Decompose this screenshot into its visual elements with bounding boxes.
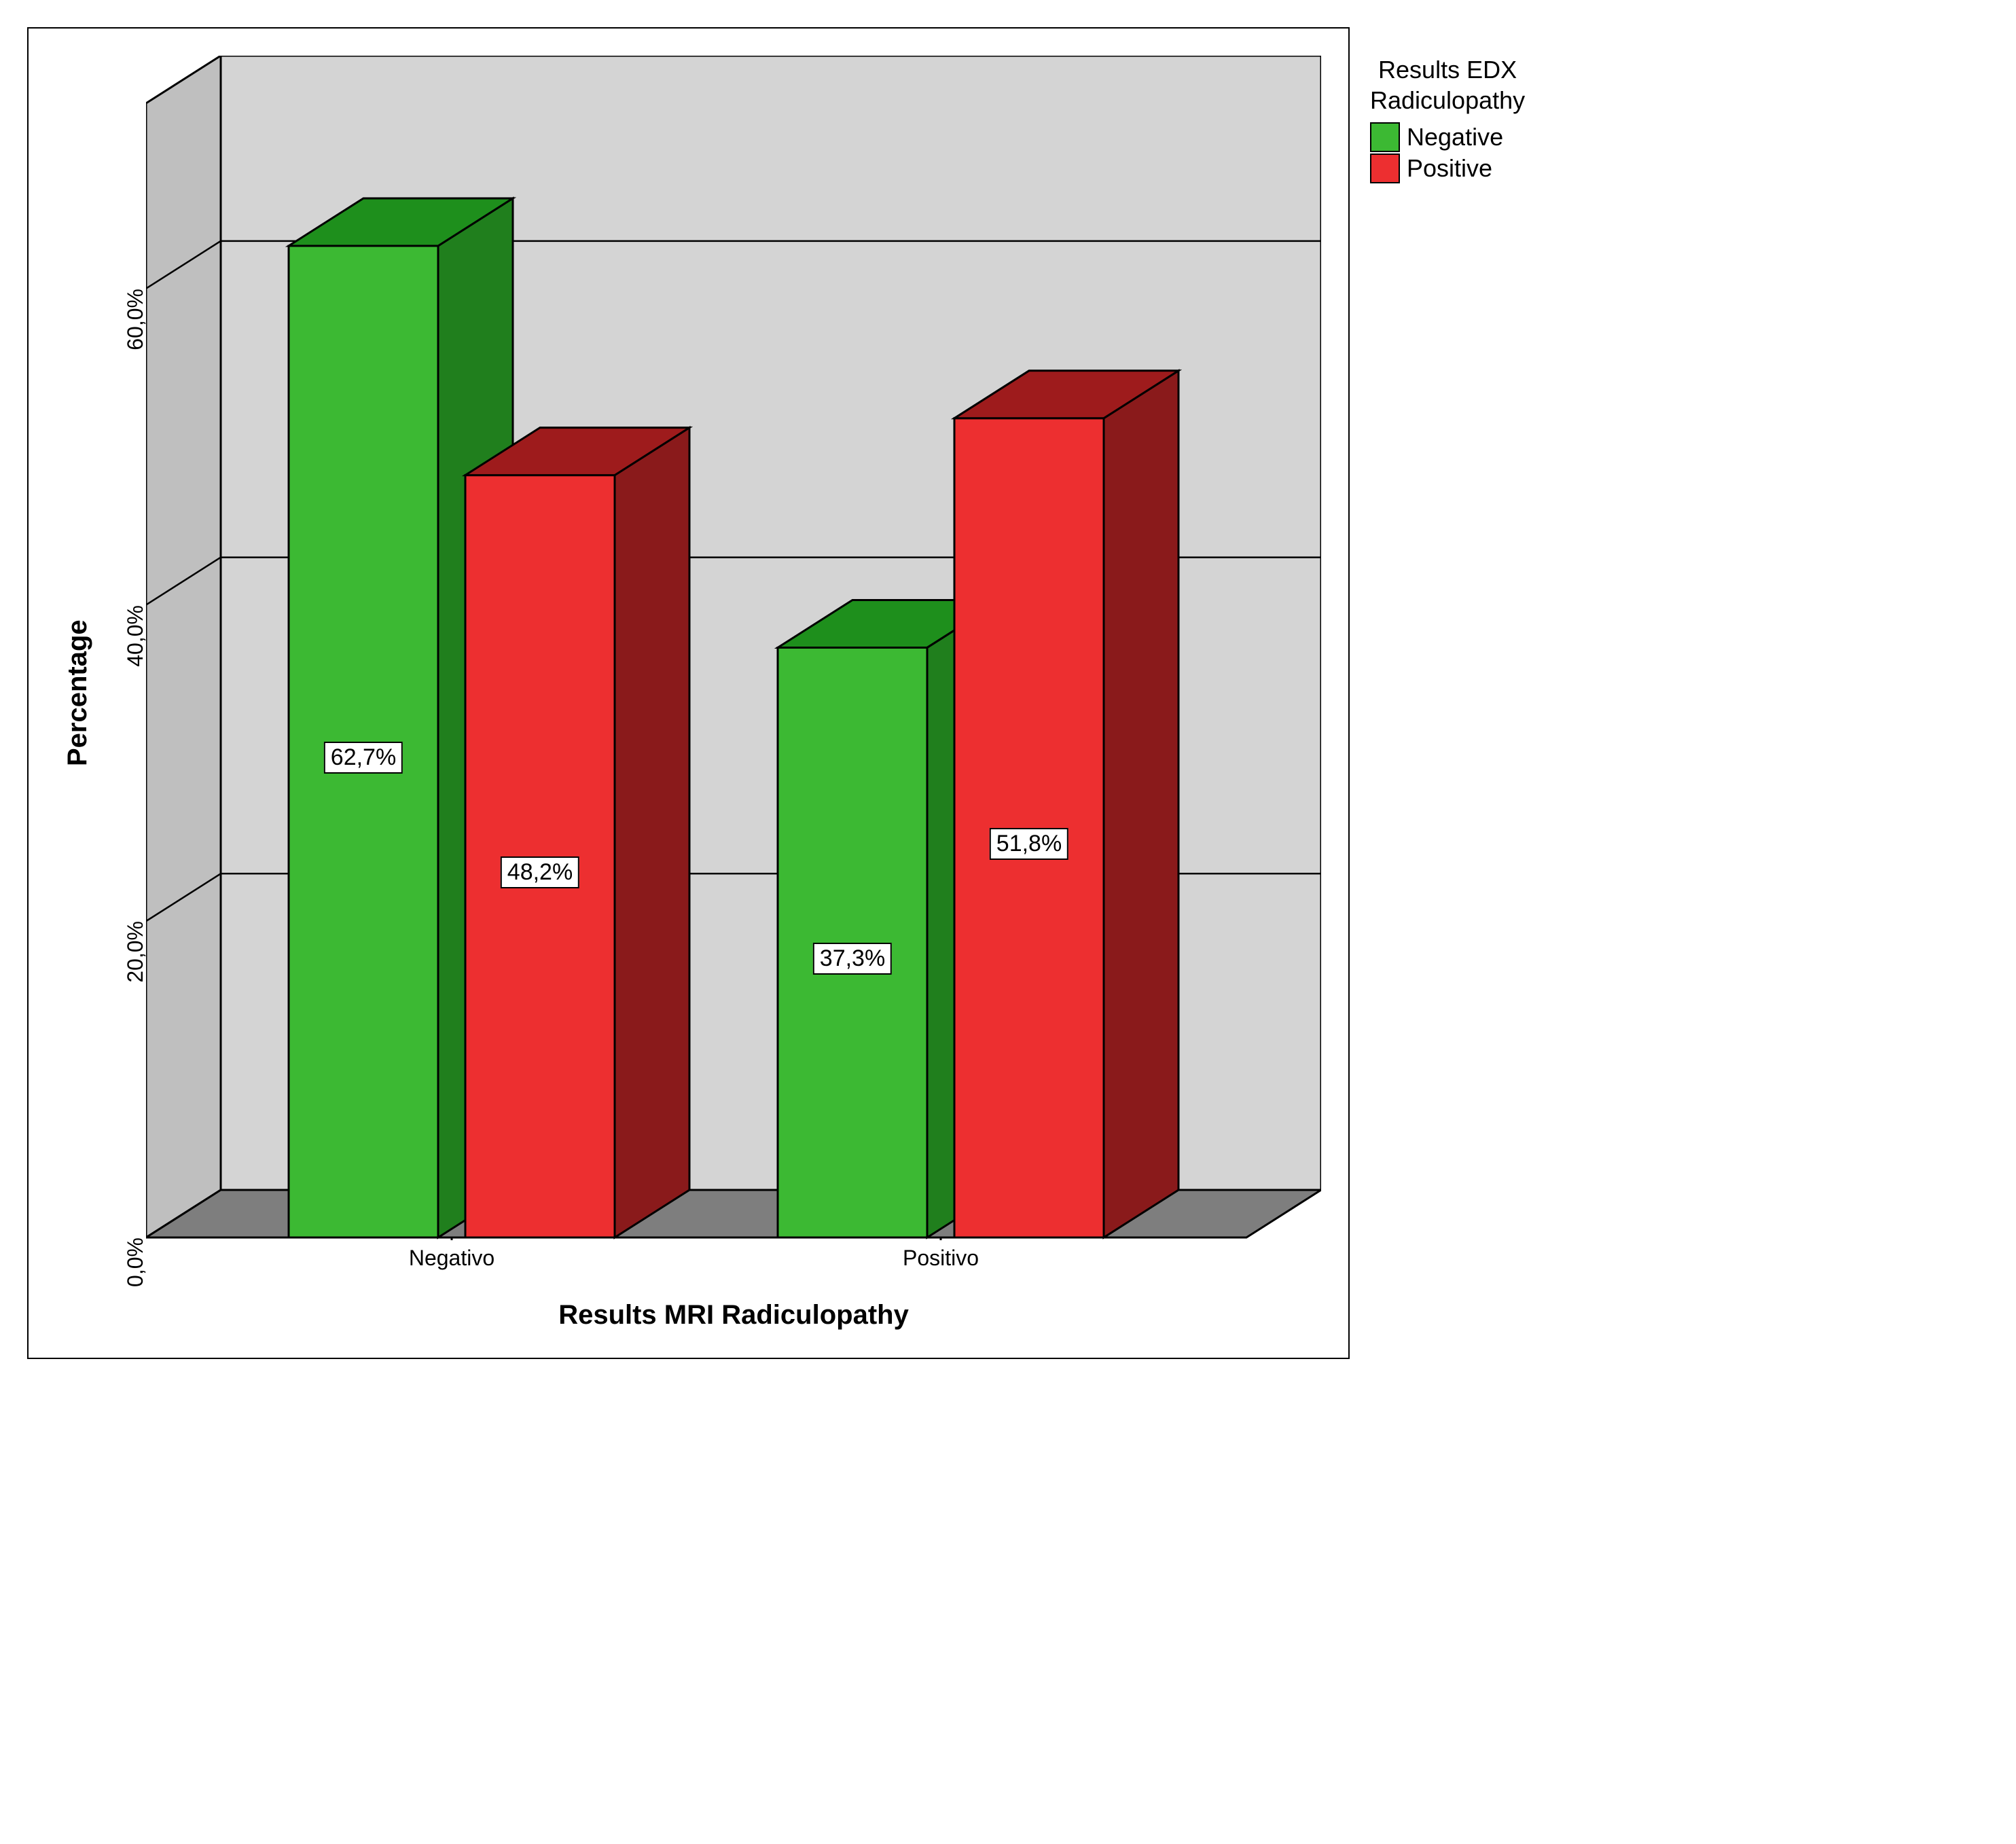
bar-value-label: 51,8% [990, 828, 1068, 860]
legend: Results EDXRadiculopathy Negative Positiv… [1370, 27, 1525, 183]
legend-items: Negative Positive [1370, 122, 1525, 183]
y-axis-title: Percentage [56, 56, 93, 1331]
figure: Percentage 0,0% 20,0% 40,0% 60,0% 62,7% 48,2… [27, 27, 1989, 1359]
chart-frame: Percentage 0,0% 20,0% 40,0% 60,0% 62,7% 48,2… [27, 27, 1350, 1359]
legend-label: Positive [1407, 154, 1492, 183]
legend-title: Results EDXRadiculopathy [1370, 54, 1525, 115]
y-tick-label: 60,0% [124, 289, 146, 350]
x-axis-ticks: Negativo Positivo [146, 1237, 1321, 1280]
bar-value-label: 37,3% [813, 943, 892, 975]
plot-svg [146, 56, 1321, 1240]
plot-area: 62,7% 48,2% 37,3% 51,8% [146, 56, 1321, 1237]
legend-item: Positive [1370, 153, 1525, 183]
x-tick-label: Positivo [903, 1246, 979, 1271]
chart-body: Percentage 0,0% 20,0% 40,0% 60,0% 62,7% 48,2… [56, 56, 1321, 1331]
legend-item: Negative [1370, 122, 1525, 152]
bar-value-label: 62,7% [324, 742, 403, 774]
plot-wrap: 62,7% 48,2% 37,3% 51,8% Negativo Positivo Re… [146, 56, 1321, 1331]
x-axis-title: Results MRI Radiculopathy [146, 1280, 1321, 1331]
y-tick-label: 20,0% [124, 921, 146, 983]
x-tick-label: Negativo [409, 1246, 494, 1271]
legend-swatch [1370, 153, 1400, 183]
y-tick-label: 40,0% [124, 605, 146, 667]
legend-label: Negative [1407, 123, 1503, 151]
y-axis-ticks: 0,0%20,0%40,0%60,0% [93, 56, 146, 1237]
bar-value-label: 48,2% [501, 856, 579, 888]
legend-swatch [1370, 122, 1400, 152]
y-tick-label: 0,0% [124, 1237, 146, 1287]
